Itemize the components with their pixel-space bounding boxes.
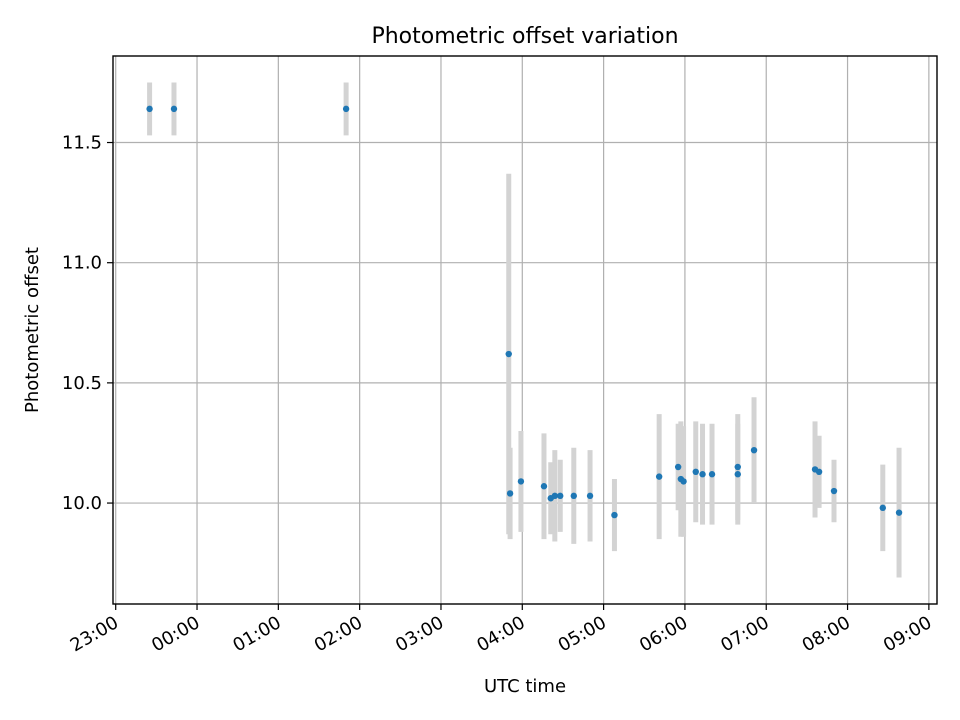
data-point	[750, 446, 758, 454]
data-point	[342, 105, 350, 113]
data-point	[540, 483, 548, 490]
plot-frame	[112, 55, 938, 605]
data-point	[557, 492, 564, 500]
y-tick-label: 10.5	[62, 373, 102, 394]
y-tick-label: 11.0	[62, 253, 102, 274]
x-tick-label: 02:00	[311, 612, 366, 656]
x-tick-label: 01:00	[229, 612, 284, 656]
chart-title: Photometric offset variation	[371, 24, 678, 49]
data-point	[674, 463, 682, 471]
data-point	[734, 471, 741, 478]
data-point	[699, 471, 706, 478]
x-tick-label: 04:00	[473, 612, 528, 656]
data-point	[551, 492, 559, 500]
data-point	[734, 463, 741, 471]
data-point	[506, 490, 514, 497]
grid-layer	[113, 56, 937, 604]
data-point	[830, 487, 838, 495]
x-tick-label: 07:00	[717, 612, 772, 656]
data-point	[895, 509, 903, 516]
data-point	[146, 105, 153, 113]
point-layer	[146, 105, 903, 519]
data-point	[586, 492, 594, 500]
y-tick-label: 10.0	[62, 493, 102, 514]
data-point	[708, 471, 716, 478]
x-axis-label: UTC time	[484, 676, 566, 697]
data-point	[692, 468, 699, 476]
data-point	[505, 350, 512, 358]
data-point	[815, 468, 823, 476]
data-point	[680, 478, 687, 485]
x-axis-ticks: 23:00 00:00 01:00 02:00 03:00 04:00 05:00 06:00…	[67, 604, 935, 656]
data-point	[879, 504, 886, 512]
y-tick-label: 11.5	[62, 133, 102, 154]
data-point	[517, 478, 525, 485]
data-point	[611, 511, 618, 519]
x-tick-label: 09:00	[880, 612, 935, 656]
data-point	[570, 492, 577, 500]
y-axis-ticks: 10.0 10.5 11.0 11.5	[62, 133, 113, 514]
x-tick-label: 08:00	[799, 612, 854, 656]
x-tick-label: 23:00	[67, 612, 122, 656]
x-tick-label: 06:00	[636, 612, 691, 656]
data-point	[655, 473, 663, 480]
x-tick-label: 00:00	[148, 612, 203, 656]
x-tick-label: 05:00	[555, 612, 610, 656]
data-point	[170, 105, 178, 113]
x-tick-label: 03:00	[392, 612, 447, 656]
y-axis-label: Photometric offset	[22, 247, 43, 413]
